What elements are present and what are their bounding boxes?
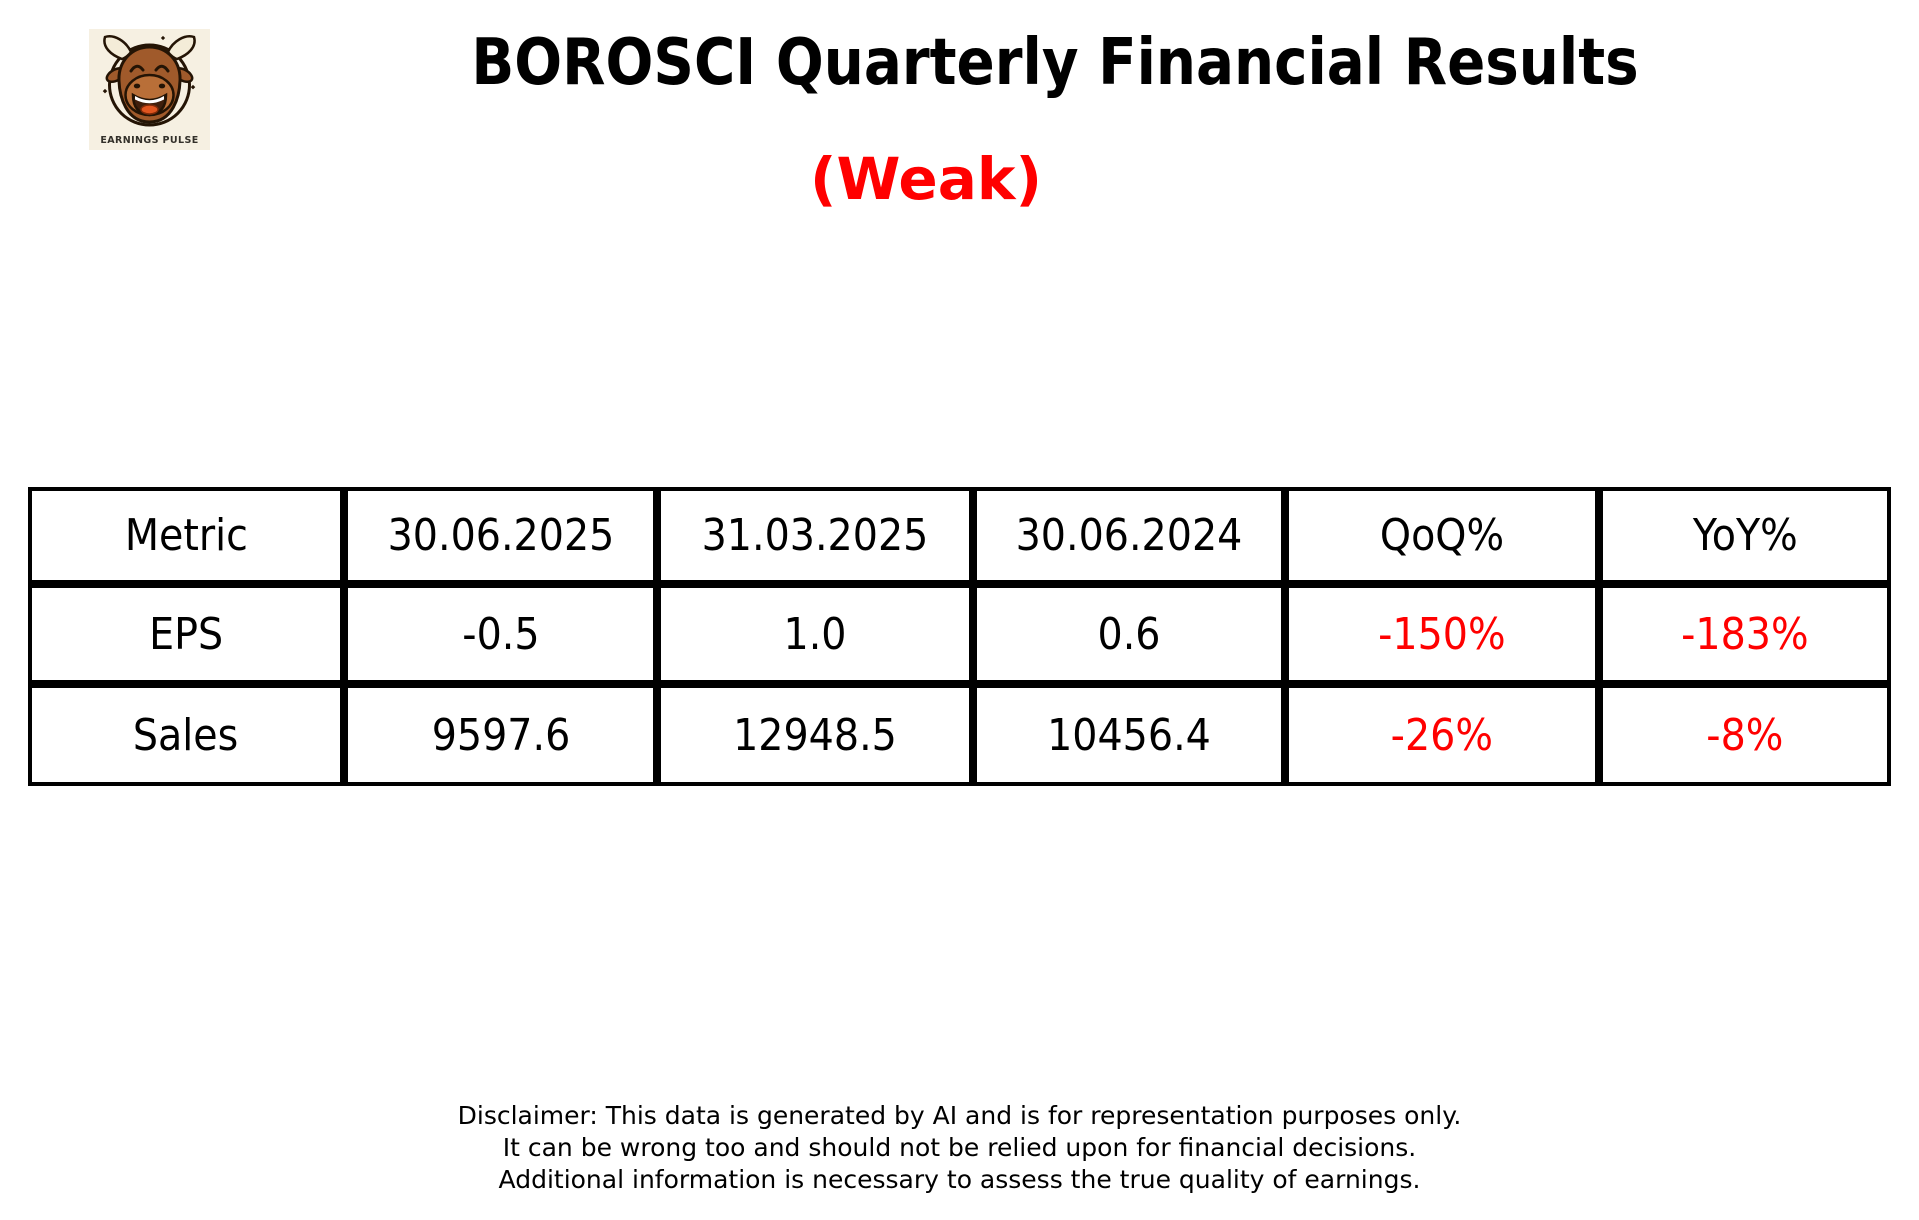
table-row-eps: EPS -0.5 1.0 0.6 -150% -183% [28, 584, 1891, 684]
column-header-q-yearago: 30.06.2024 [973, 487, 1285, 584]
value-label: -0.5 [461, 608, 540, 660]
table-row-sales: Sales 9597.6 12948.5 10456.4 -26% -8% [28, 684, 1891, 786]
column-header-label: 30.06.2025 [387, 510, 614, 561]
disclaimer-line-3: Additional information is necessary to a… [498, 1165, 1421, 1194]
column-header-label: 30.06.2024 [1015, 510, 1243, 561]
value-cell: 10456.4 [973, 684, 1285, 786]
brand-name: EARNINGS PULSE [100, 135, 199, 146]
qoq-value: -26% [1390, 709, 1494, 761]
disclaimer-line-2: It can be wrong too and should not be re… [502, 1133, 1417, 1162]
column-header-label: YoY% [1692, 510, 1798, 561]
value-cell: 1.0 [657, 584, 973, 684]
bull-icon [102, 35, 196, 127]
qoq-cell: -150% [1285, 584, 1599, 684]
metric-cell: Sales [28, 684, 344, 786]
value-cell: 12948.5 [657, 684, 973, 786]
value-cell: 0.6 [973, 584, 1285, 684]
column-header-label: 31.03.2025 [701, 510, 929, 561]
metric-label: Sales [133, 709, 239, 761]
value-label: 10456.4 [1047, 709, 1211, 761]
value-cell: -0.5 [344, 584, 657, 684]
value-label: 12948.5 [733, 709, 897, 761]
yoy-cell: -183% [1599, 584, 1891, 684]
column-header-q-current: 30.06.2025 [344, 487, 657, 584]
column-header-qoq: QoQ% [1285, 487, 1599, 584]
column-header-label: Metric [124, 510, 248, 561]
column-header-q-previous: 31.03.2025 [657, 487, 973, 584]
value-label: 0.6 [1097, 608, 1161, 660]
qoq-cell: -26% [1285, 684, 1599, 786]
column-header-label: QoQ% [1379, 510, 1505, 561]
results-table: Metric 30.06.2025 31.03.2025 30.06.2024 … [28, 487, 1891, 786]
brand-logo: EARNINGS PULSE [89, 29, 210, 150]
page-title: BOROSCI Quarterly Financial Results [471, 26, 1639, 100]
value-cell: 9597.6 [344, 684, 657, 786]
yoy-value: -183% [1681, 608, 1809, 660]
qoq-value: -150% [1378, 608, 1506, 660]
yoy-value: -8% [1706, 709, 1784, 761]
table-header-row: Metric 30.06.2025 31.03.2025 30.06.2024 … [28, 487, 1891, 584]
column-header-yoy: YoY% [1599, 487, 1891, 584]
value-label: 9597.6 [431, 709, 570, 761]
page-subtitle: (Weak) [810, 145, 1042, 213]
yoy-cell: -8% [1599, 684, 1891, 786]
metric-label: EPS [148, 608, 224, 660]
column-header-metric: Metric [28, 487, 344, 584]
disclaimer-line-1: Disclaimer: This data is generated by AI… [457, 1101, 1462, 1130]
metric-cell: EPS [28, 584, 344, 684]
disclaimer: Disclaimer: This data is generated by AI… [0, 1100, 1919, 1196]
value-label: 1.0 [783, 608, 847, 660]
